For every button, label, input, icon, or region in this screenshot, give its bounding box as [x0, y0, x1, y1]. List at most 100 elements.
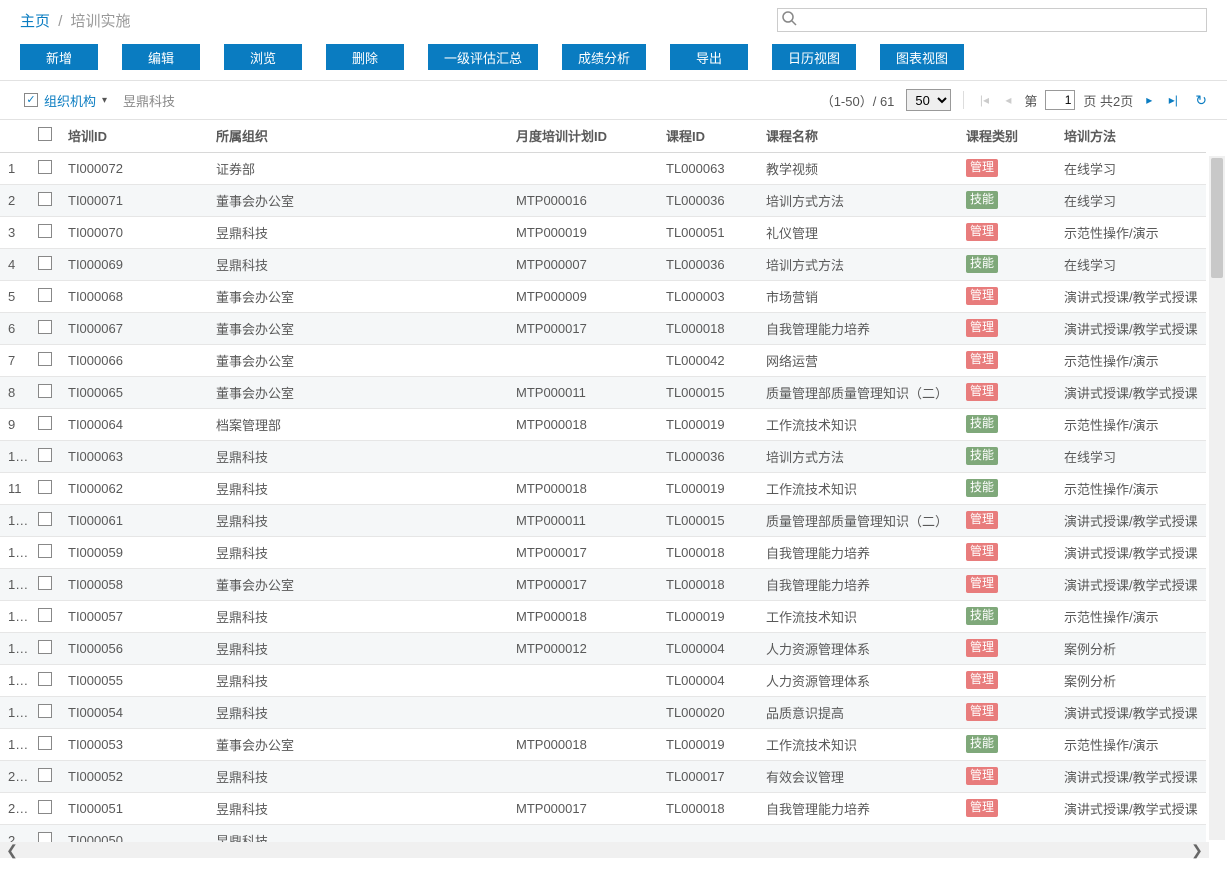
next-page-icon[interactable]: ▸	[1141, 93, 1157, 107]
table-row[interactable]: 12TI000061昱鼎科技MTP000011TL000015质量管理部质量管理…	[0, 504, 1206, 536]
col-train-id[interactable]: 培训ID	[60, 120, 208, 152]
row-checkbox[interactable]	[38, 512, 52, 526]
table-row[interactable]: 8TI000065董事会办公室MTP000011TL000015质量管理部质量管…	[0, 376, 1206, 408]
row-select[interactable]	[30, 632, 60, 664]
row-checkbox[interactable]	[38, 416, 52, 430]
table-row[interactable]: 13TI000059昱鼎科技MTP000017TL000018自我管理能力培养管…	[0, 536, 1206, 568]
page-size-select[interactable]: 50	[906, 89, 951, 111]
row-select[interactable]	[30, 472, 60, 504]
row-select[interactable]	[30, 696, 60, 728]
row-select[interactable]	[30, 216, 60, 248]
export-button[interactable]: 导出	[670, 44, 748, 70]
row-checkbox[interactable]	[38, 576, 52, 590]
row-checkbox[interactable]	[38, 352, 52, 366]
table-row[interactable]: 3TI000070昱鼎科技MTP000019TL000051礼仪管理管理示范性操…	[0, 216, 1206, 248]
row-checkbox[interactable]	[38, 288, 52, 302]
row-checkbox[interactable]	[38, 480, 52, 494]
chart-view-button[interactable]: 图表视图	[880, 44, 964, 70]
row-select[interactable]	[30, 408, 60, 440]
table-row[interactable]: 11TI000062昱鼎科技MTP000018TL000019工作流技术知识技能…	[0, 472, 1206, 504]
row-checkbox[interactable]	[38, 800, 52, 814]
row-select[interactable]	[30, 152, 60, 184]
row-checkbox[interactable]	[38, 768, 52, 782]
table-row[interactable]: 21TI000051昱鼎科技MTP000017TL000018自我管理能力培养管…	[0, 792, 1206, 824]
row-checkbox[interactable]	[38, 640, 52, 654]
row-select[interactable]	[30, 664, 60, 696]
col-course-name[interactable]: 课程名称	[758, 120, 958, 152]
calendar-view-button[interactable]: 日历视图	[772, 44, 856, 70]
col-method[interactable]: 培训方法	[1056, 120, 1206, 152]
prev-page-icon[interactable]: ◂	[1000, 93, 1016, 107]
row-select[interactable]	[30, 344, 60, 376]
row-checkbox[interactable]	[38, 448, 52, 462]
org-filter-label[interactable]: 组织机构 ▾	[44, 91, 107, 110]
col-course-type[interactable]: 课程类别	[958, 120, 1056, 152]
row-checkbox[interactable]	[38, 320, 52, 334]
last-page-icon[interactable]: ▸|	[1165, 93, 1181, 107]
breadcrumb-home-link[interactable]: 主页	[20, 13, 50, 30]
col-course-id[interactable]: 课程ID	[658, 120, 758, 152]
row-checkbox[interactable]	[38, 224, 52, 238]
row-select[interactable]	[30, 504, 60, 536]
row-select[interactable]	[30, 568, 60, 600]
cell-course-type: 管理	[958, 312, 1056, 344]
table-row[interactable]: 20TI000052昱鼎科技TL000017有效会议管理管理演讲式授课/教学式授…	[0, 760, 1206, 792]
col-mtp[interactable]: 月度培训计划ID	[508, 120, 658, 152]
row-checkbox[interactable]	[38, 160, 52, 174]
row-select[interactable]	[30, 376, 60, 408]
row-checkbox[interactable]	[38, 736, 52, 750]
table-row[interactable]: 5TI000068董事会办公室MTP000009TL000003市场营销管理演讲…	[0, 280, 1206, 312]
first-page-icon[interactable]: |◂	[976, 93, 992, 107]
table-row[interactable]: 18TI000054昱鼎科技TL000020品质意识提高管理演讲式授课/教学式授…	[0, 696, 1206, 728]
table-row[interactable]: 6TI000067董事会办公室MTP000017TL000018自我管理能力培养…	[0, 312, 1206, 344]
row-checkbox[interactable]	[38, 608, 52, 622]
row-select[interactable]	[30, 536, 60, 568]
add-button[interactable]: 新增	[20, 44, 98, 70]
col-select-all[interactable]	[30, 120, 60, 152]
view-button[interactable]: 浏览	[224, 44, 302, 70]
row-select[interactable]	[30, 792, 60, 824]
row-select[interactable]	[30, 728, 60, 760]
row-checkbox[interactable]	[38, 256, 52, 270]
table-row[interactable]: 14TI000058董事会办公室MTP000017TL000018自我管理能力培…	[0, 568, 1206, 600]
row-checkbox[interactable]	[38, 672, 52, 686]
col-org[interactable]: 所属组织	[208, 120, 508, 152]
row-checkbox[interactable]	[38, 704, 52, 718]
table-row[interactable]: 7TI000066董事会办公室TL000042网络运营管理示范性操作/演示	[0, 344, 1206, 376]
row-select[interactable]	[30, 184, 60, 216]
eval-summary-button[interactable]: 一级评估汇总	[428, 44, 538, 70]
horizontal-scroll-track[interactable]	[24, 842, 1185, 858]
score-analysis-button[interactable]: 成绩分析	[562, 44, 646, 70]
search-input[interactable]	[777, 8, 1207, 32]
table-row[interactable]: 10TI000063昱鼎科技TL000036培训方式方法技能在线学习	[0, 440, 1206, 472]
row-select[interactable]	[30, 760, 60, 792]
table-row[interactable]: 15TI000057昱鼎科技MTP000018TL000019工作流技术知识技能…	[0, 600, 1206, 632]
table-row[interactable]: 2TI000071董事会办公室MTP000016TL000036培训方式方法技能…	[0, 184, 1206, 216]
cell-course-id: TL000017	[658, 760, 758, 792]
page-number-input[interactable]	[1045, 90, 1075, 110]
refresh-icon[interactable]: ↻	[1195, 92, 1207, 109]
row-select[interactable]	[30, 440, 60, 472]
row-checkbox[interactable]	[38, 544, 52, 558]
select-all-checkbox[interactable]	[38, 127, 52, 141]
row-select[interactable]	[30, 248, 60, 280]
row-checkbox[interactable]	[38, 192, 52, 206]
scroll-right-icon[interactable]: ❯	[1185, 842, 1209, 859]
org-filter-checkbox[interactable]	[24, 93, 38, 107]
row-checkbox[interactable]	[38, 384, 52, 398]
table-row[interactable]: 4TI000069昱鼎科技MTP000007TL000036培训方式方法技能在线…	[0, 248, 1206, 280]
vertical-scroll-thumb[interactable]	[1211, 158, 1223, 278]
table-row[interactable]: 9TI000064档案管理部MTP000018TL000019工作流技术知识技能…	[0, 408, 1206, 440]
scroll-left-icon[interactable]: ❮	[0, 842, 24, 859]
row-select[interactable]	[30, 312, 60, 344]
row-select[interactable]	[30, 280, 60, 312]
horizontal-scrollbar[interactable]: ❮ ❯	[0, 842, 1209, 858]
table-row[interactable]: 17TI000055昱鼎科技TL000004人力资源管理体系管理案例分析	[0, 664, 1206, 696]
row-select[interactable]	[30, 600, 60, 632]
vertical-scrollbar[interactable]	[1209, 156, 1225, 840]
table-row[interactable]: 16TI000056昱鼎科技MTP000012TL000004人力资源管理体系管…	[0, 632, 1206, 664]
table-row[interactable]: 1TI000072证券部TL000063教学视频管理在线学习	[0, 152, 1206, 184]
delete-button[interactable]: 删除	[326, 44, 404, 70]
table-row[interactable]: 19TI000053董事会办公室MTP000018TL000019工作流技术知识…	[0, 728, 1206, 760]
edit-button[interactable]: 编辑	[122, 44, 200, 70]
